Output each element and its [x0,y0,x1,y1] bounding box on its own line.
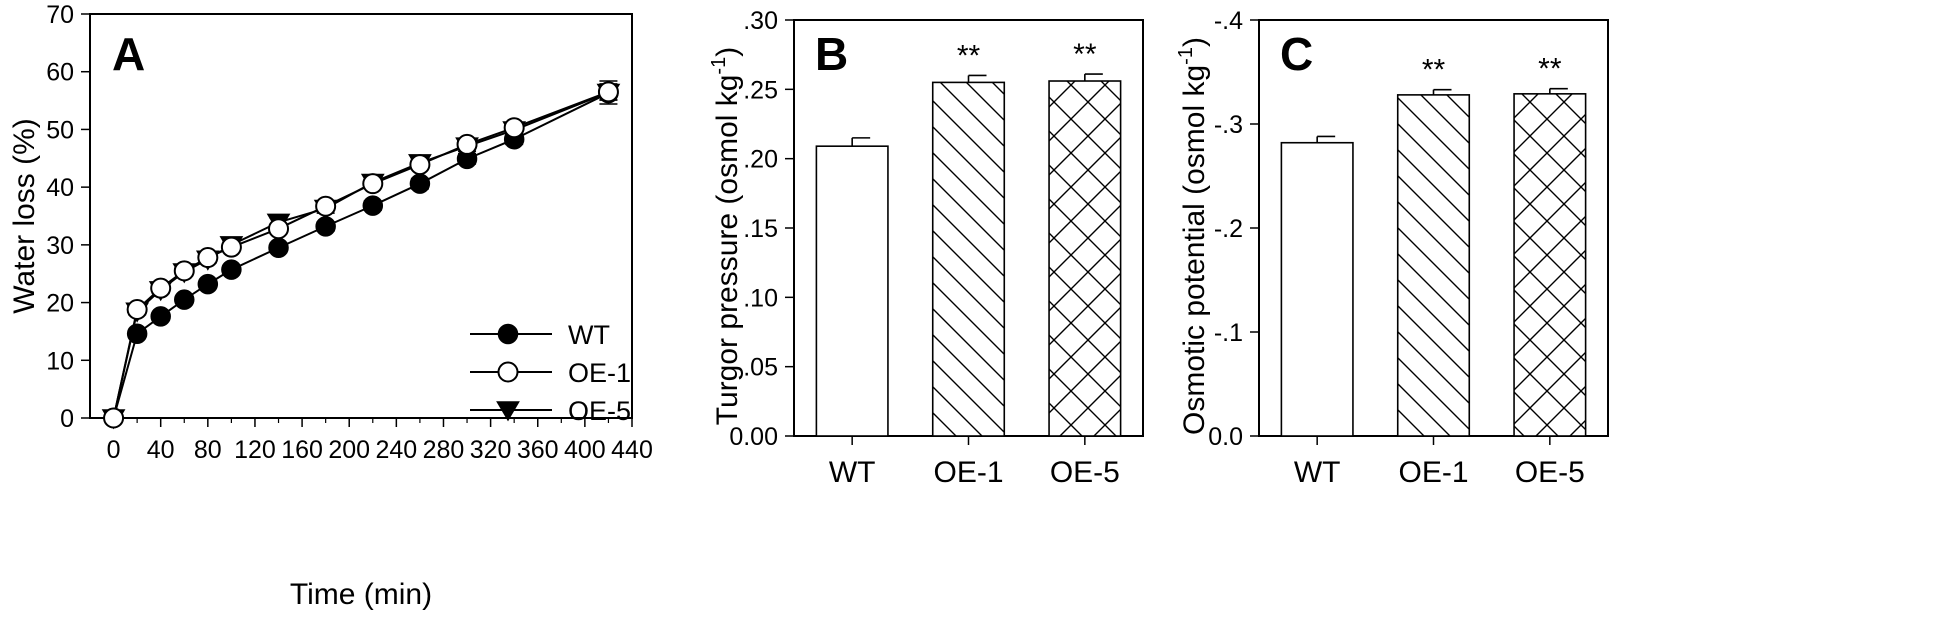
y-tick-label: 70 [46,1,74,29]
bar-wt [815,145,889,437]
x-tick-label: 0 [107,436,121,464]
panel-c-bar-chart: 0.0 -.1 -.2 -.3 -.4 WT OE-1 ** OE-5 ** Osmotic pot… [1175,7,1609,489]
marker-oe-1 [197,247,219,269]
marker-oe-1 [268,218,290,240]
y-tick-label: -.3 [1214,111,1243,139]
y-tick-label: .20 [743,146,778,174]
y-tick-label: -.4 [1214,7,1243,35]
series-line [112,92,609,419]
panel-b-bar-chart: 0.00 .05 .10 .15 .20 .25 .30 WT OE-1 ** OE-5 ** Turg… [708,7,1144,489]
plot-frame [89,13,633,419]
marker-wt [174,289,195,310]
marker-oe-1 [362,173,384,195]
significance-marker: ** [1073,38,1097,71]
y-tick-label: .30 [743,7,778,35]
marker-wt [268,237,289,258]
marker-oe-1 [220,236,242,258]
y-axis-title: Osmotic potential (osmol kg-1) [1175,37,1211,435]
x-tick-label: 40 [147,436,175,464]
y-tick-label: 40 [46,174,74,202]
panel-a-line-chart: 0 10 20 30 40 50 60 70 0 40 80 120 160 200 240 280 320 36… [8,1,653,611]
bar-oe-5 [1048,80,1122,437]
marker-oe-1 [103,407,125,429]
legend-label-wt: WT [568,320,610,350]
marker-oe-5 [496,401,520,422]
x-tick-label: OE-1 [933,456,1003,489]
y-tick-label: 0.00 [729,423,778,451]
y-tick-label: .05 [743,354,778,382]
series-oe-1 [103,81,619,429]
marker-oe-1 [315,195,337,217]
bar-oe-1 [931,81,1006,437]
x-tick-label: 320 [470,436,512,464]
x-tick-label: 400 [564,436,606,464]
x-tick-label: 160 [281,436,323,464]
x-tick-label: 120 [234,436,276,464]
bar-oe-1 [1396,94,1471,437]
y-tick-label: 10 [46,347,74,375]
x-tick-label: WT [829,456,876,489]
significance-marker: ** [1538,53,1562,86]
marker-oe-1 [126,298,148,320]
y-axis-title-text: Osmotic potential (osmol kg [1178,65,1211,435]
y-axis-title-close: ) [1178,37,1211,47]
y-tick-label: -.2 [1214,215,1243,243]
x-tick-label: 240 [375,436,417,464]
y-axis-title-close: ) [711,47,744,57]
panel-letter-a: A [112,28,145,80]
y-axis-title-text: Turgor pressure (osmol kg [711,75,744,426]
marker-wt [362,195,384,216]
bar-wt [1280,141,1354,437]
panel-letter-c: C [1280,28,1313,80]
y-axis-title-superscript: -1 [708,57,730,75]
y-tick-label: 30 [46,232,74,260]
legend: WT OE-1 OE-5 [470,320,631,426]
y-tick-label: 0.0 [1208,423,1243,451]
marker-wt [497,323,519,345]
marker-oe-1 [456,133,478,155]
marker-oe-1 [409,154,431,176]
legend-label-oe-5: OE-5 [568,396,631,426]
significance-marker: ** [1422,54,1446,87]
series-line [112,91,609,419]
y-tick-label: .10 [743,284,778,312]
marker-oe-1 [173,260,195,282]
x-tick-label: 440 [611,436,653,464]
x-tick-label: WT [1294,456,1341,489]
y-tick-label: -.1 [1214,319,1243,347]
series-wt [103,82,619,429]
x-tick-label: 280 [423,436,465,464]
x-tick-label: OE-1 [1398,456,1468,489]
marker-oe-1 [497,361,519,383]
y-tick-label: .15 [743,215,778,243]
x-axis-title: Time (min) [290,578,432,611]
marker-oe-1 [503,117,525,139]
panel-letter-b: B [815,28,848,80]
marker-wt [197,273,219,295]
x-tick-label: OE-5 [1050,456,1120,489]
marker-wt [409,173,431,194]
x-tick-label: 200 [328,436,370,464]
legend-label-oe-1: OE-1 [568,358,631,388]
x-tick-label: 80 [194,436,222,464]
series-oe-5 [101,80,621,430]
y-tick-label: 50 [46,116,74,144]
x-tick-label: 360 [517,436,559,464]
x-tick-label: OE-5 [1515,456,1585,489]
marker-wt [221,259,242,280]
significance-marker: ** [957,39,981,72]
series-line [112,90,609,419]
bar-oe-5 [1513,93,1587,437]
y-tick-label: .25 [743,76,778,104]
y-axis-title-superscript: -1 [1175,47,1197,65]
y-tick-label: 0 [60,405,74,433]
y-axis-title: Turgor pressure (osmol kg-1) [708,47,744,425]
y-axis-title: Water loss (%) [8,118,41,314]
y-tick-label: 20 [46,290,74,318]
marker-oe-1 [150,277,172,299]
marker-oe-1 [597,81,619,103]
marker-wt [150,306,171,327]
y-tick-label: 60 [46,59,74,87]
